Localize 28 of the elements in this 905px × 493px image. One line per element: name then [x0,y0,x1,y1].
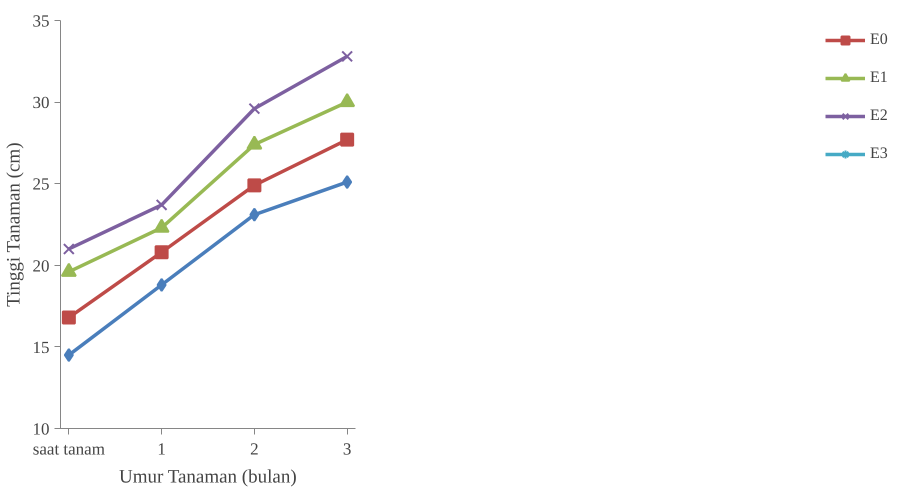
y-tick-label: 10 [32,420,50,438]
point [62,310,76,325]
y-tick-label: 20 [32,256,50,276]
point [64,348,74,362]
point [62,243,75,255]
y-tick-label: 35 [32,12,50,30]
y-tick-label: 15 [32,338,50,357]
x-tick-label: saat tanam [32,440,105,458]
point [247,178,262,192]
point [342,175,352,190]
point [341,50,354,62]
legend-label: E3 [870,145,889,163]
legend-label: E0 [870,31,889,49]
x-tick-label: 3 [342,440,352,458]
point [156,198,168,211]
x-tick-label: 2 [250,440,259,458]
legend-label: E2 [870,107,889,125]
point [248,102,260,115]
point [154,245,169,260]
y-axis-title: Tinggi Tanaman (cm) [4,142,24,307]
x-axis-title: Umur Tanaman (bulan) [118,466,297,488]
point [249,208,260,222]
legend-label: E1 [870,69,889,87]
y-tick-label: 25 [32,174,50,194]
x-tick-label: 1 [157,440,166,458]
point [340,132,354,147]
y-tick-label: 30 [32,93,50,112]
point [156,278,167,292]
